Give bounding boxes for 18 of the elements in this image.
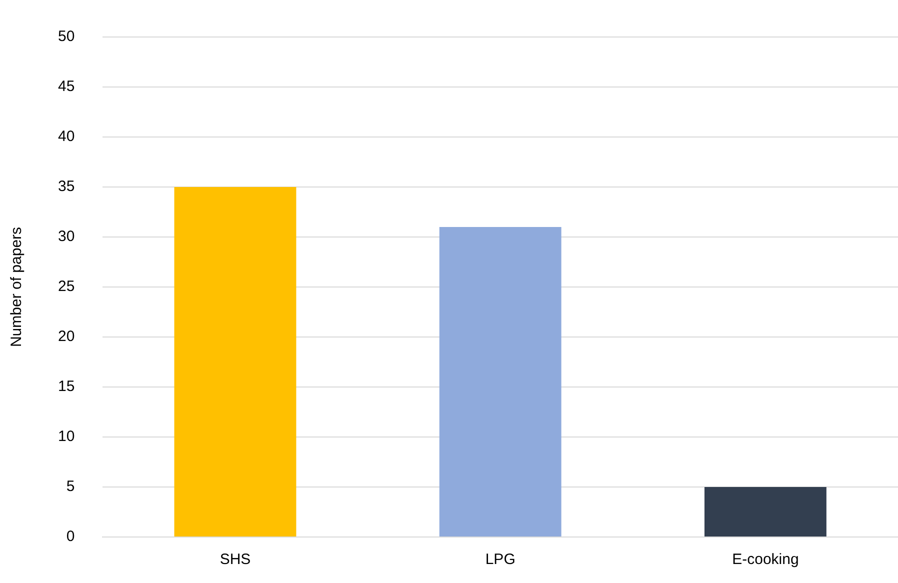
- y-tick-label: 45: [58, 78, 75, 96]
- y-tick-label: 50: [58, 28, 75, 46]
- bar: [174, 187, 296, 536]
- y-tick-label: 35: [58, 178, 75, 196]
- bar: [439, 227, 562, 536]
- y-tick-label: 15: [58, 378, 75, 396]
- bar: [704, 487, 826, 536]
- x-tick-label: E-cooking: [732, 551, 799, 568]
- x-tick-label: LPG: [485, 551, 516, 568]
- y-tick-label: 0: [66, 528, 75, 546]
- y-tick-label: 25: [58, 278, 75, 296]
- y-tick-label: 20: [58, 328, 75, 346]
- y-tick-label: 10: [58, 428, 75, 446]
- y-tick-label: 40: [58, 128, 75, 146]
- y-tick-label: 5: [66, 478, 75, 496]
- x-tick-label: SHS: [220, 551, 251, 568]
- y-axis-title: Number of papers: [8, 226, 26, 348]
- y-tick-label: 30: [58, 228, 75, 246]
